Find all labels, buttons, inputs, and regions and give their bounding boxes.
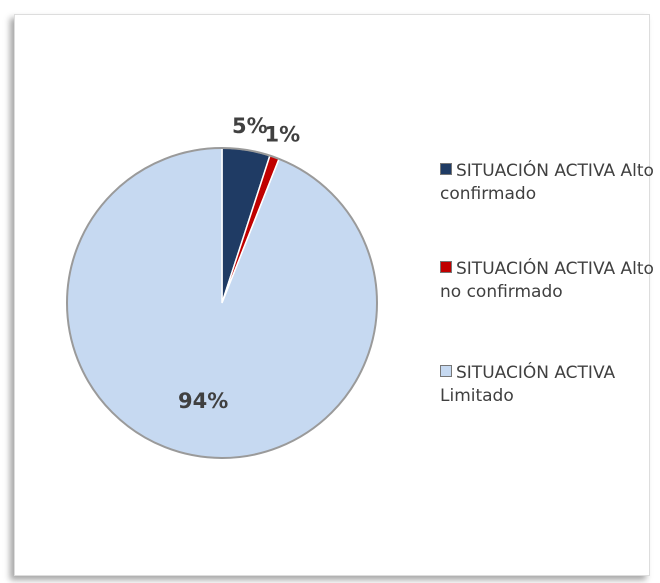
legend-label: SITUACIÓN ACTIVA Limitado	[440, 363, 616, 406]
legend-item: SITUACIÓN ACTIVA Alto no confirmado	[440, 258, 655, 304]
legend-item: SITUACIÓN ACTIVA Alto confirmado	[440, 160, 655, 206]
legend-label: SITUACIÓN ACTIVA Alto no confirmado	[440, 259, 654, 302]
data-label: 94%	[178, 389, 228, 413]
data-label: 1%	[265, 122, 301, 146]
legend-label: SITUACIÓN ACTIVA Alto confirmado	[440, 161, 654, 204]
legend-swatch	[440, 163, 452, 175]
pie-rim	[66, 147, 378, 459]
legend-item: SITUACIÓN ACTIVA Limitado	[440, 362, 655, 408]
legend-swatch	[440, 365, 452, 377]
data-label: 5%	[232, 114, 268, 138]
legend-swatch	[440, 261, 452, 273]
